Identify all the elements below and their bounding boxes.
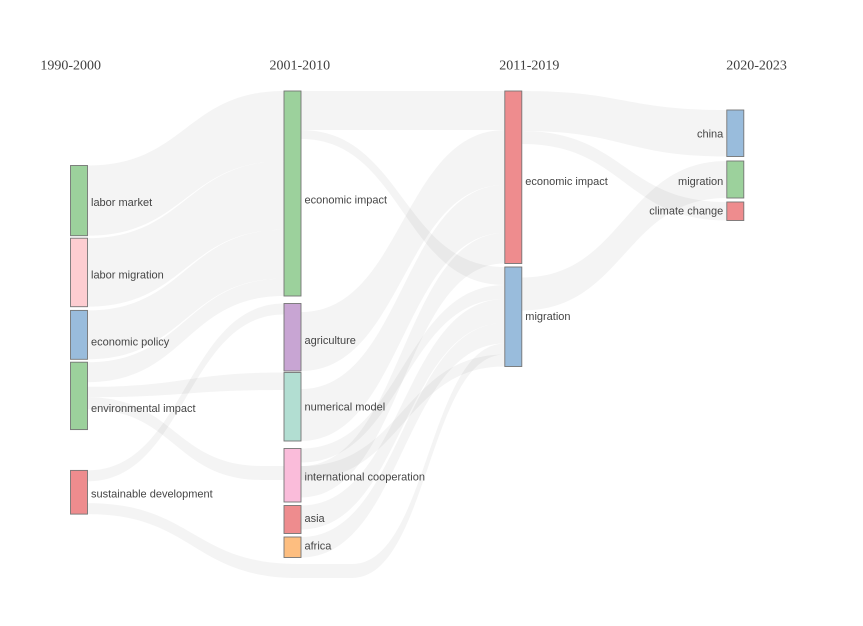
svg-text:china: china bbox=[697, 129, 724, 141]
svg-text:environmental impact: environmental impact bbox=[91, 403, 196, 415]
svg-text:international cooperation: international cooperation bbox=[305, 472, 425, 484]
svg-text:agriculture: agriculture bbox=[305, 335, 356, 347]
svg-text:migration: migration bbox=[525, 311, 570, 323]
svg-text:asia: asia bbox=[305, 513, 326, 525]
svg-text:economic impact: economic impact bbox=[525, 176, 608, 188]
svg-text:1990-2000: 1990-2000 bbox=[40, 59, 101, 74]
svg-text:sustainable development: sustainable development bbox=[91, 489, 213, 501]
svg-text:economic impact: economic impact bbox=[305, 194, 388, 206]
svg-text:labor market: labor market bbox=[91, 197, 152, 209]
svg-text:economic policy: economic policy bbox=[91, 336, 170, 348]
svg-text:2001-2010: 2001-2010 bbox=[269, 59, 330, 74]
svg-text:africa: africa bbox=[305, 541, 333, 553]
svg-text:migration: migration bbox=[678, 176, 723, 188]
svg-text:2020-2023: 2020-2023 bbox=[726, 59, 787, 74]
svg-text:labor migration: labor migration bbox=[91, 269, 164, 281]
svg-text:numerical model: numerical model bbox=[305, 402, 386, 414]
svg-text:2011-2019: 2011-2019 bbox=[499, 59, 559, 74]
svg-text:climate change: climate change bbox=[649, 206, 723, 218]
